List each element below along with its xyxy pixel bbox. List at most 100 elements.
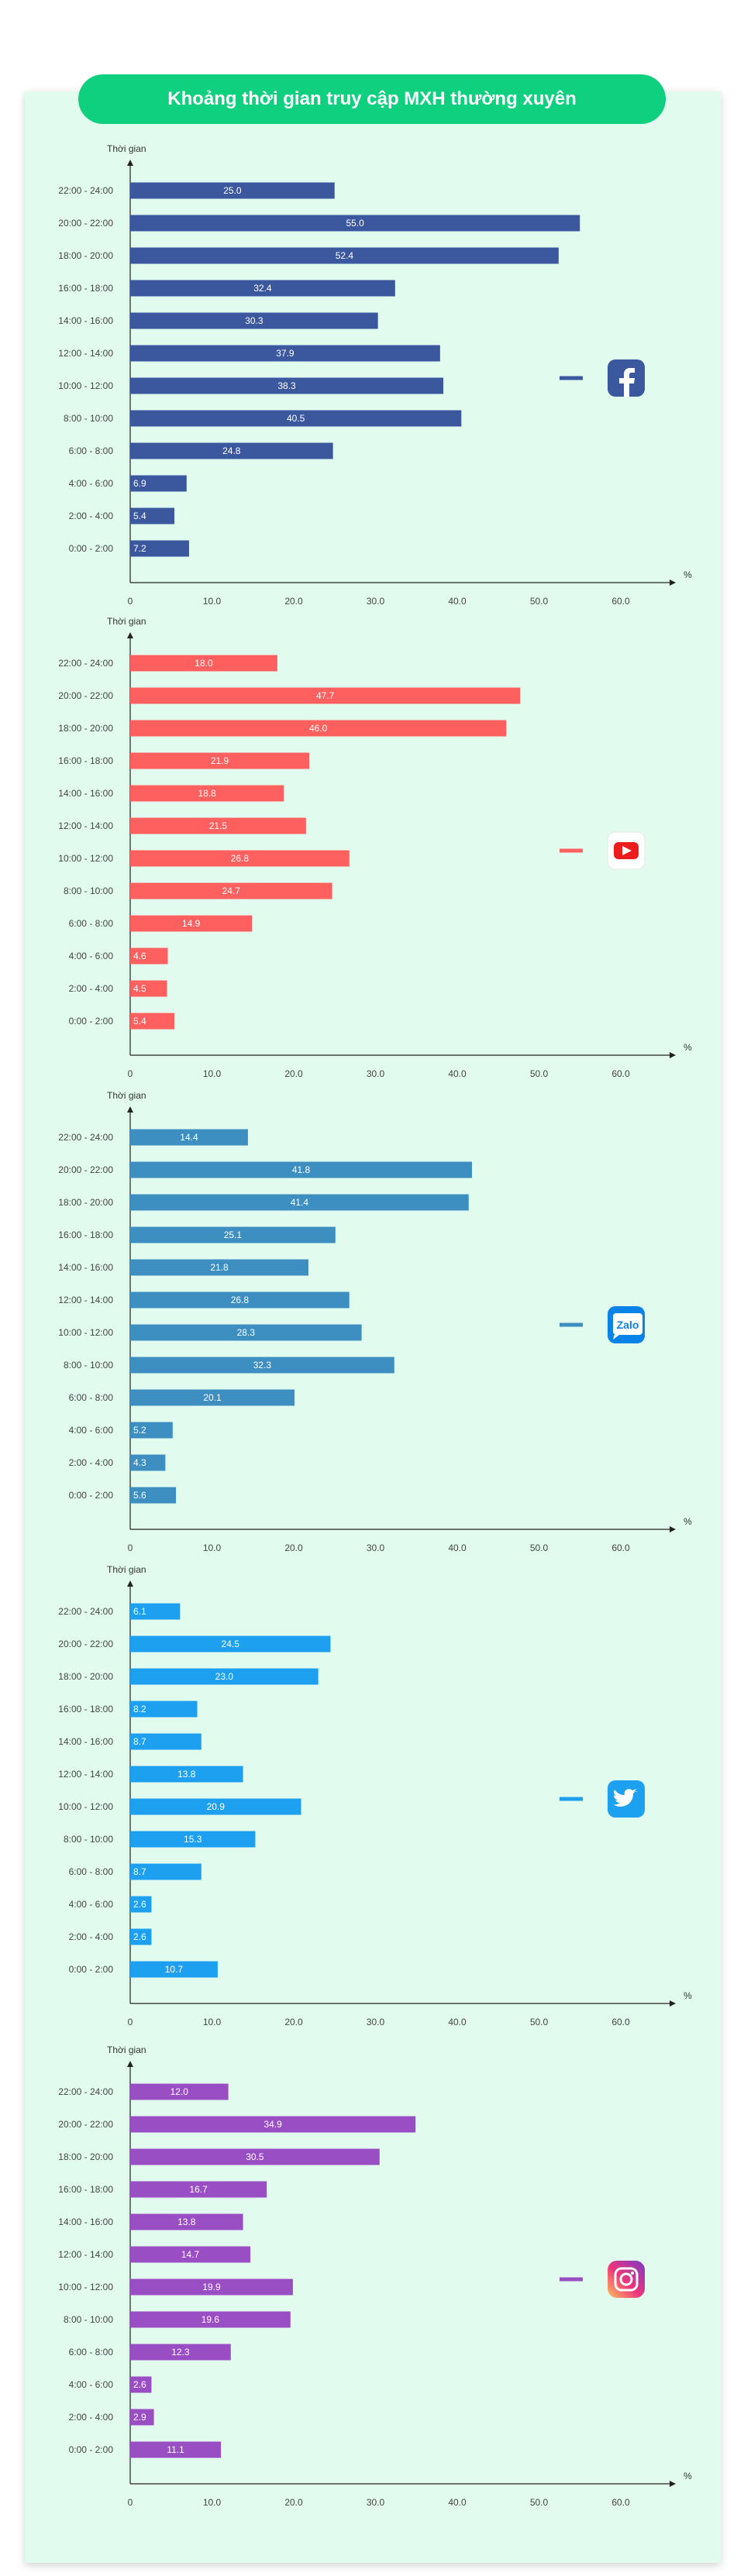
x-tick-label: 40.0 (448, 596, 467, 607)
bar-value-label: 8.7 (133, 1736, 146, 1747)
bar-value-label: 2.6 (133, 1899, 146, 1910)
bar-value-label: 24.8 (222, 445, 241, 456)
category-label: 10:00 - 12:00 (58, 1801, 113, 1812)
x-tick-label: 40.0 (448, 1068, 467, 1079)
bar (130, 948, 168, 965)
bar-value-label: 5.4 (133, 1016, 146, 1027)
bar-value-label: 13.8 (177, 1769, 196, 1780)
category-label: 6:00 - 8:00 (69, 1866, 114, 1877)
bar-value-label: 41.4 (291, 1197, 309, 1208)
bar-value-label: 26.8 (231, 1295, 250, 1305)
bar-value-label: 41.8 (292, 1164, 311, 1175)
category-label: 22:00 - 24:00 (58, 2086, 113, 2097)
bar (130, 540, 189, 557)
x-tick-label: 50.0 (530, 2497, 549, 2508)
bar (130, 1863, 202, 1880)
x-axis-unit-label: % (684, 1042, 692, 1053)
category-label: 8:00 - 10:00 (64, 413, 113, 424)
y-axis-arrow (127, 2061, 133, 2067)
bar (130, 2116, 416, 2133)
category-label: 2:00 - 4:00 (69, 983, 114, 994)
x-axis-arrow (670, 1052, 676, 1058)
bar-value-label: 6.9 (133, 478, 146, 489)
bar-value-label: 23.0 (215, 1671, 234, 1682)
x-axis-unit-label: % (684, 569, 692, 580)
y-axis-label: Thời gian (107, 1564, 146, 1575)
bar (130, 247, 559, 264)
facebook-icon (608, 359, 645, 397)
category-label: 4:00 - 6:00 (69, 1899, 114, 1910)
bar-value-label: 14.7 (181, 2249, 200, 2260)
bar-value-label: 14.9 (182, 918, 201, 929)
bar (130, 1798, 301, 1815)
category-label: 8:00 - 10:00 (64, 886, 113, 896)
bar (130, 1259, 308, 1276)
bar (130, 687, 521, 704)
bar (130, 1291, 350, 1309)
bar (130, 475, 187, 492)
bar-value-label: 2.6 (133, 2379, 146, 2390)
bar (130, 1422, 173, 1439)
bar (130, 1635, 331, 1653)
bar (130, 1896, 152, 1913)
category-label: 16:00 - 18:00 (58, 2184, 113, 2195)
bar-value-label: 38.3 (277, 380, 296, 391)
bar-value-label: 55.0 (346, 218, 364, 229)
x-tick-label: 10.0 (203, 1543, 222, 1553)
category-label: 2:00 - 4:00 (69, 2412, 114, 2423)
bar (130, 1733, 202, 1750)
bar (130, 345, 440, 362)
bar (130, 2344, 231, 2361)
bar-value-label: 32.4 (253, 283, 272, 294)
x-tick-label: 60.0 (611, 596, 630, 607)
bar-value-label: 12.3 (171, 2347, 190, 2358)
category-label: 22:00 - 24:00 (58, 658, 113, 669)
bar (130, 2279, 293, 2296)
bar (130, 915, 253, 932)
bar (130, 507, 174, 524)
bar (130, 1766, 243, 1783)
bar-value-label: 16.7 (189, 2184, 208, 2195)
category-label: 12:00 - 14:00 (58, 820, 113, 831)
category-label: 0:00 - 2:00 (69, 1016, 114, 1027)
bar-value-label: 46.0 (309, 723, 328, 734)
bar-value-label: 52.4 (336, 250, 354, 261)
bar (130, 1701, 198, 1718)
bar-value-label: 4.5 (133, 983, 146, 994)
bar (130, 1603, 181, 1620)
category-label: 20:00 - 22:00 (58, 690, 113, 701)
bar-value-label: 19.6 (202, 2314, 220, 2325)
x-axis-arrow (670, 2481, 676, 2487)
bar-value-label: 19.9 (202, 2282, 221, 2292)
category-label: 20:00 - 22:00 (58, 2119, 113, 2130)
y-axis-arrow (127, 632, 133, 638)
category-label: 12:00 - 14:00 (58, 1295, 113, 1305)
x-tick-label: 20.0 (284, 1068, 303, 1079)
y-axis-label: Thời gian (107, 616, 146, 627)
bar (130, 1129, 248, 1146)
x-tick-label: 0 (128, 2497, 133, 2508)
y-axis-label: Thời gian (107, 143, 146, 154)
bar (130, 312, 378, 329)
bar (130, 1194, 469, 1211)
category-label: 8:00 - 10:00 (64, 1834, 113, 1845)
bar-value-label: 10.7 (165, 1964, 184, 1975)
category-label: 18:00 - 20:00 (58, 1671, 113, 1682)
youtube-icon (607, 831, 646, 870)
bar-value-label: 4.3 (133, 1457, 146, 1468)
category-label: 14:00 - 16:00 (58, 788, 113, 799)
bar-value-label: 15.3 (184, 1834, 202, 1845)
category-label: 22:00 - 24:00 (58, 1132, 113, 1143)
category-label: 10:00 - 12:00 (58, 2282, 113, 2292)
bar (130, 442, 333, 459)
bar (130, 2311, 291, 2328)
x-tick-label: 60.0 (611, 1543, 630, 1553)
bar (130, 2246, 251, 2263)
x-tick-label: 10.0 (203, 596, 222, 607)
bar (130, 2409, 154, 2426)
bar-value-label: 21.9 (211, 755, 229, 766)
bar-value-label: 30.5 (246, 2151, 264, 2162)
x-axis-unit-label: % (684, 2471, 692, 2481)
bar-value-label: 24.7 (222, 886, 241, 896)
x-tick-label: 0 (128, 2017, 133, 2027)
